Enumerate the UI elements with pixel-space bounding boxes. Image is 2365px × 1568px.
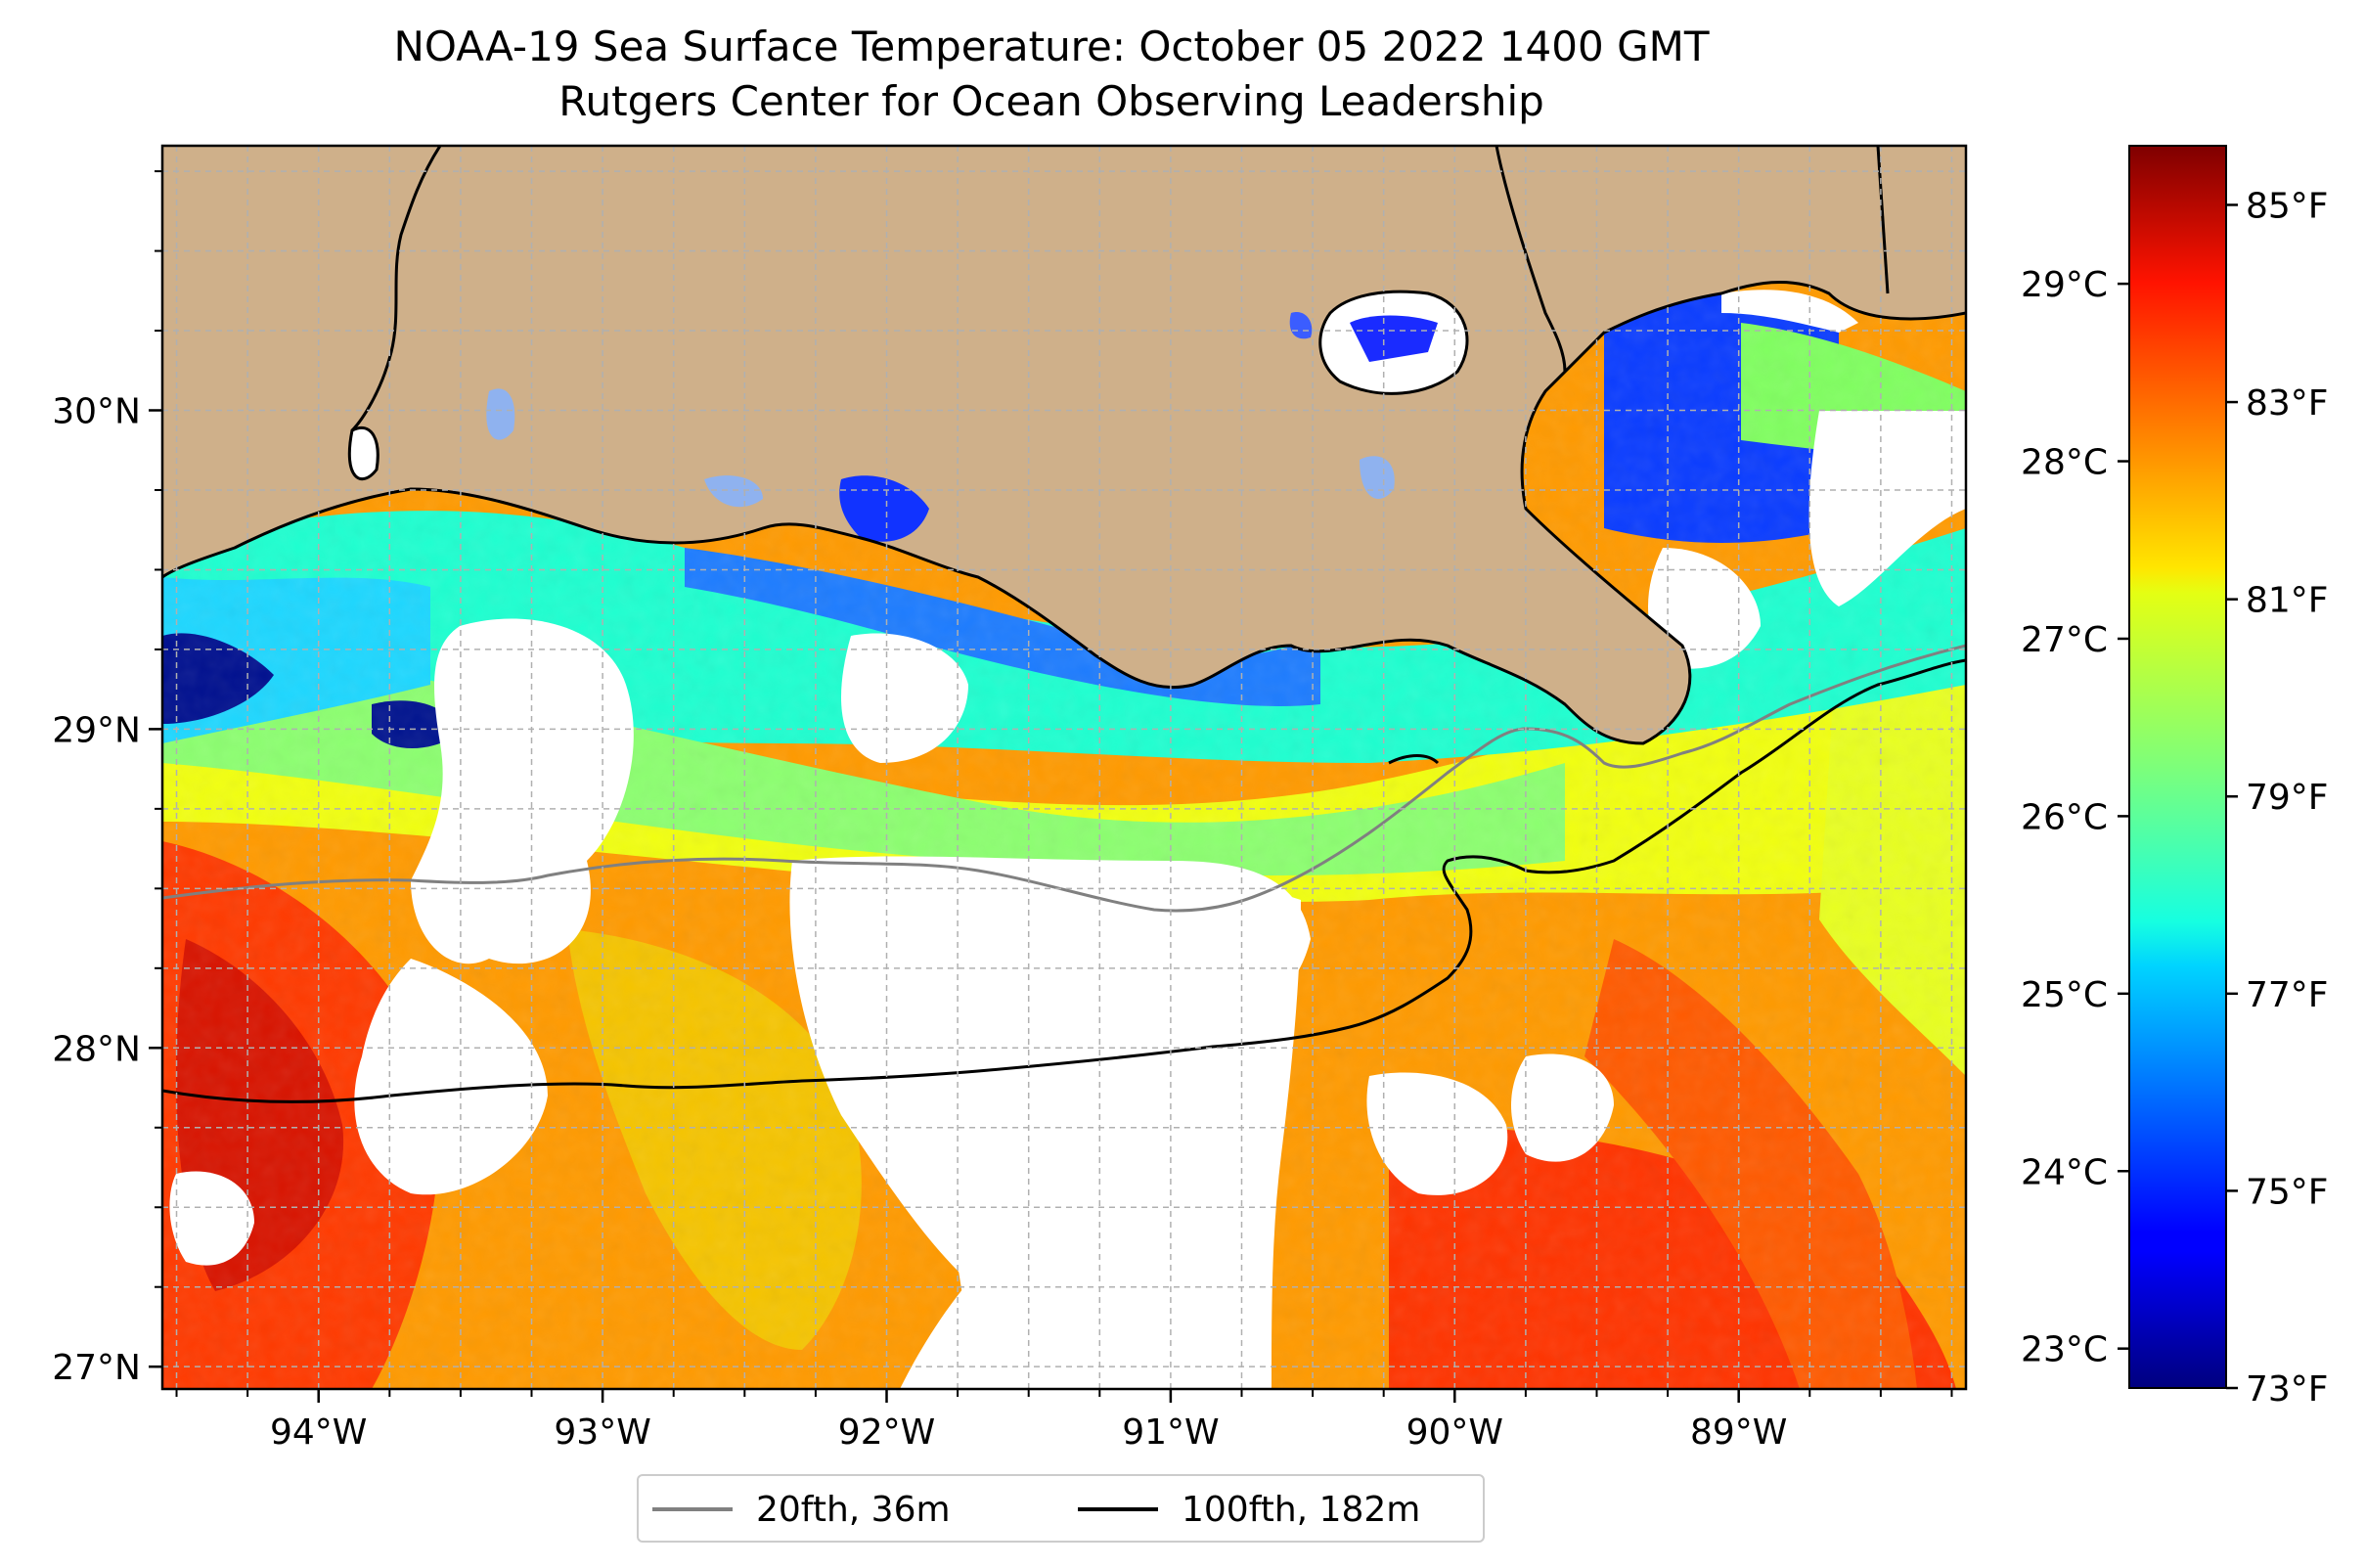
inland-water <box>486 388 515 440</box>
x-tick-label: 94°W <box>270 1412 367 1453</box>
colorbar-f-label: 81°F <box>2246 581 2329 621</box>
y-axis: 27°N 28°N 29°N 30°N <box>52 170 162 1388</box>
colorbar-f-label: 79°F <box>2246 778 2329 818</box>
colorbar-c-label: 23°C <box>2021 1330 2108 1370</box>
y-tick-label: 29°N <box>52 710 141 750</box>
colorbar-fahrenheit-axis: 73°F 75°F 77°F 79°F 81°F 83°F 85°F <box>2226 186 2329 1410</box>
cloud-mask <box>1366 1072 1508 1195</box>
colorbar-f-label: 77°F <box>2246 975 2329 1015</box>
colorbar-c-label: 24°C <box>2021 1152 2108 1192</box>
cloud-mask <box>841 633 968 763</box>
inland-water <box>1360 456 1395 499</box>
x-tick-label: 90°W <box>1406 1412 1503 1453</box>
x-tick-label: 89°W <box>1690 1412 1787 1453</box>
x-tick-label: 92°W <box>838 1412 935 1453</box>
colorbar-c-label: 28°C <box>2021 443 2108 483</box>
chart-title: NOAA-19 Sea Surface Temperature: October… <box>393 22 1710 70</box>
vermilion-bay-sst <box>839 475 929 542</box>
cloud-mask <box>411 618 634 964</box>
x-axis: 94°W 93°W 92°W 91°W 90°W 89°W <box>175 1389 1953 1453</box>
inland-water <box>704 475 763 508</box>
state-border <box>1495 146 1567 373</box>
coastline <box>162 146 1966 765</box>
cloud-mask <box>1721 290 1858 333</box>
cloud-masks <box>169 290 1966 1389</box>
legend: 20fth, 36m 100fth, 182m <box>637 1474 1485 1543</box>
colorbar-f-label: 83°F <box>2246 383 2329 424</box>
y-tick-label: 27°N <box>52 1348 141 1388</box>
colorbar-f-label: 73°F <box>2246 1369 2329 1410</box>
land-areas <box>162 146 1966 743</box>
colorbar-c-label: 29°C <box>2021 265 2108 305</box>
colorbar-c-label: 27°C <box>2021 620 2108 660</box>
lake-small <box>1289 312 1313 339</box>
map-grid <box>162 146 1966 1389</box>
state-border <box>1876 146 1890 294</box>
map-area <box>162 146 1966 1389</box>
colorbar-f-label: 85°F <box>2246 186 2329 226</box>
x-tick-label: 91°W <box>1122 1412 1219 1453</box>
contour-20fth <box>162 644 1966 913</box>
map-frame <box>160 144 1968 1391</box>
legend-label-20fth: 20fth, 36m <box>756 1489 951 1530</box>
legend-label-100fth: 100fth, 182m <box>1182 1489 1421 1530</box>
cloud-mask <box>169 1171 254 1266</box>
coastline-path <box>1388 754 1440 765</box>
contour-100fth <box>162 658 1966 1103</box>
cloud-mask <box>929 861 1301 1389</box>
y-tick-label: 28°N <box>52 1029 141 1069</box>
legend-line-100fth <box>1078 1507 1158 1511</box>
cloud-mask <box>1648 548 1761 669</box>
legend-item-100fth: 100fth, 182m <box>1078 1488 1420 1531</box>
chart-subtitle: Rutgers Center for Ocean Observing Leade… <box>558 77 1544 125</box>
state-border <box>350 146 442 432</box>
lake-sst <box>1350 315 1438 362</box>
y-tick-label: 30°N <box>52 391 141 431</box>
sabine-lake <box>347 426 379 481</box>
colorbar-c-label: 25°C <box>2021 975 2108 1015</box>
legend-line-20fth <box>652 1507 733 1511</box>
land-coast <box>162 146 1966 743</box>
x-tick-label: 93°W <box>554 1412 650 1453</box>
colorbar-celsius-axis: 23°C 24°C 25°C 26°C 27°C 28°C 29°C <box>2021 265 2129 1370</box>
legend-item-20fth: 20fth, 36m <box>652 1488 951 1531</box>
cloud-mask <box>354 959 548 1195</box>
colorbar <box>2128 145 2227 1389</box>
cloud-mask <box>1808 411 1966 606</box>
coastline-path <box>162 281 1966 745</box>
colorbar-f-label: 75°F <box>2246 1172 2329 1212</box>
cloud-mask <box>1511 1053 1614 1162</box>
colorbar-c-label: 26°C <box>2021 797 2108 837</box>
